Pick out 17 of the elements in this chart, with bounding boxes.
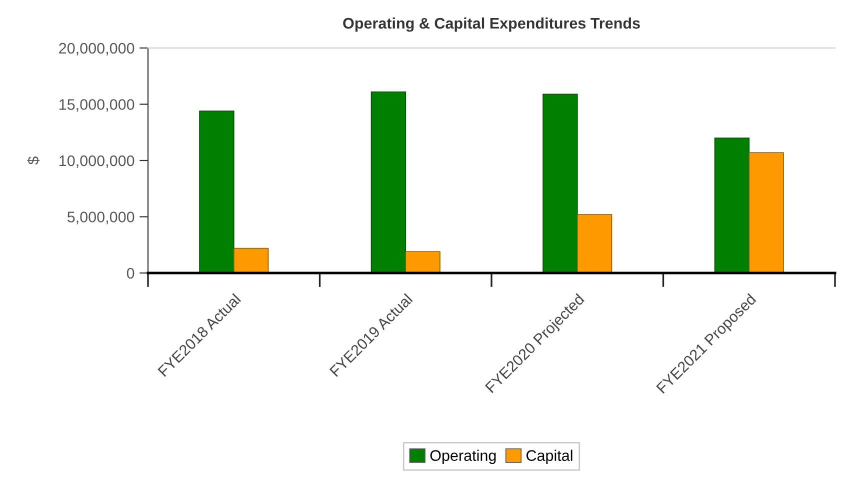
- bar: [748, 152, 784, 273]
- y-axis-title: $: [27, 156, 40, 165]
- bar: [199, 110, 234, 273]
- y-tick-label: 10,000,000: [60, 155, 134, 168]
- legend-label: Operating: [430, 450, 496, 464]
- bar: [370, 91, 406, 273]
- chart-title: Operating & Capital Expenditures Trends: [343, 17, 640, 32]
- legend-label: Capital: [526, 450, 572, 464]
- bar: [233, 248, 269, 273]
- y-tick-label: 20,000,000: [59, 42, 134, 56]
- bar: [405, 251, 440, 273]
- bar: [542, 94, 578, 273]
- y-tick-label: 0: [126, 268, 134, 279]
- bar: [576, 214, 612, 273]
- y-tick-label: 5,000,000: [67, 212, 134, 224]
- bar: [714, 138, 750, 273]
- y-tick-label: 15,000,000: [60, 99, 134, 112]
